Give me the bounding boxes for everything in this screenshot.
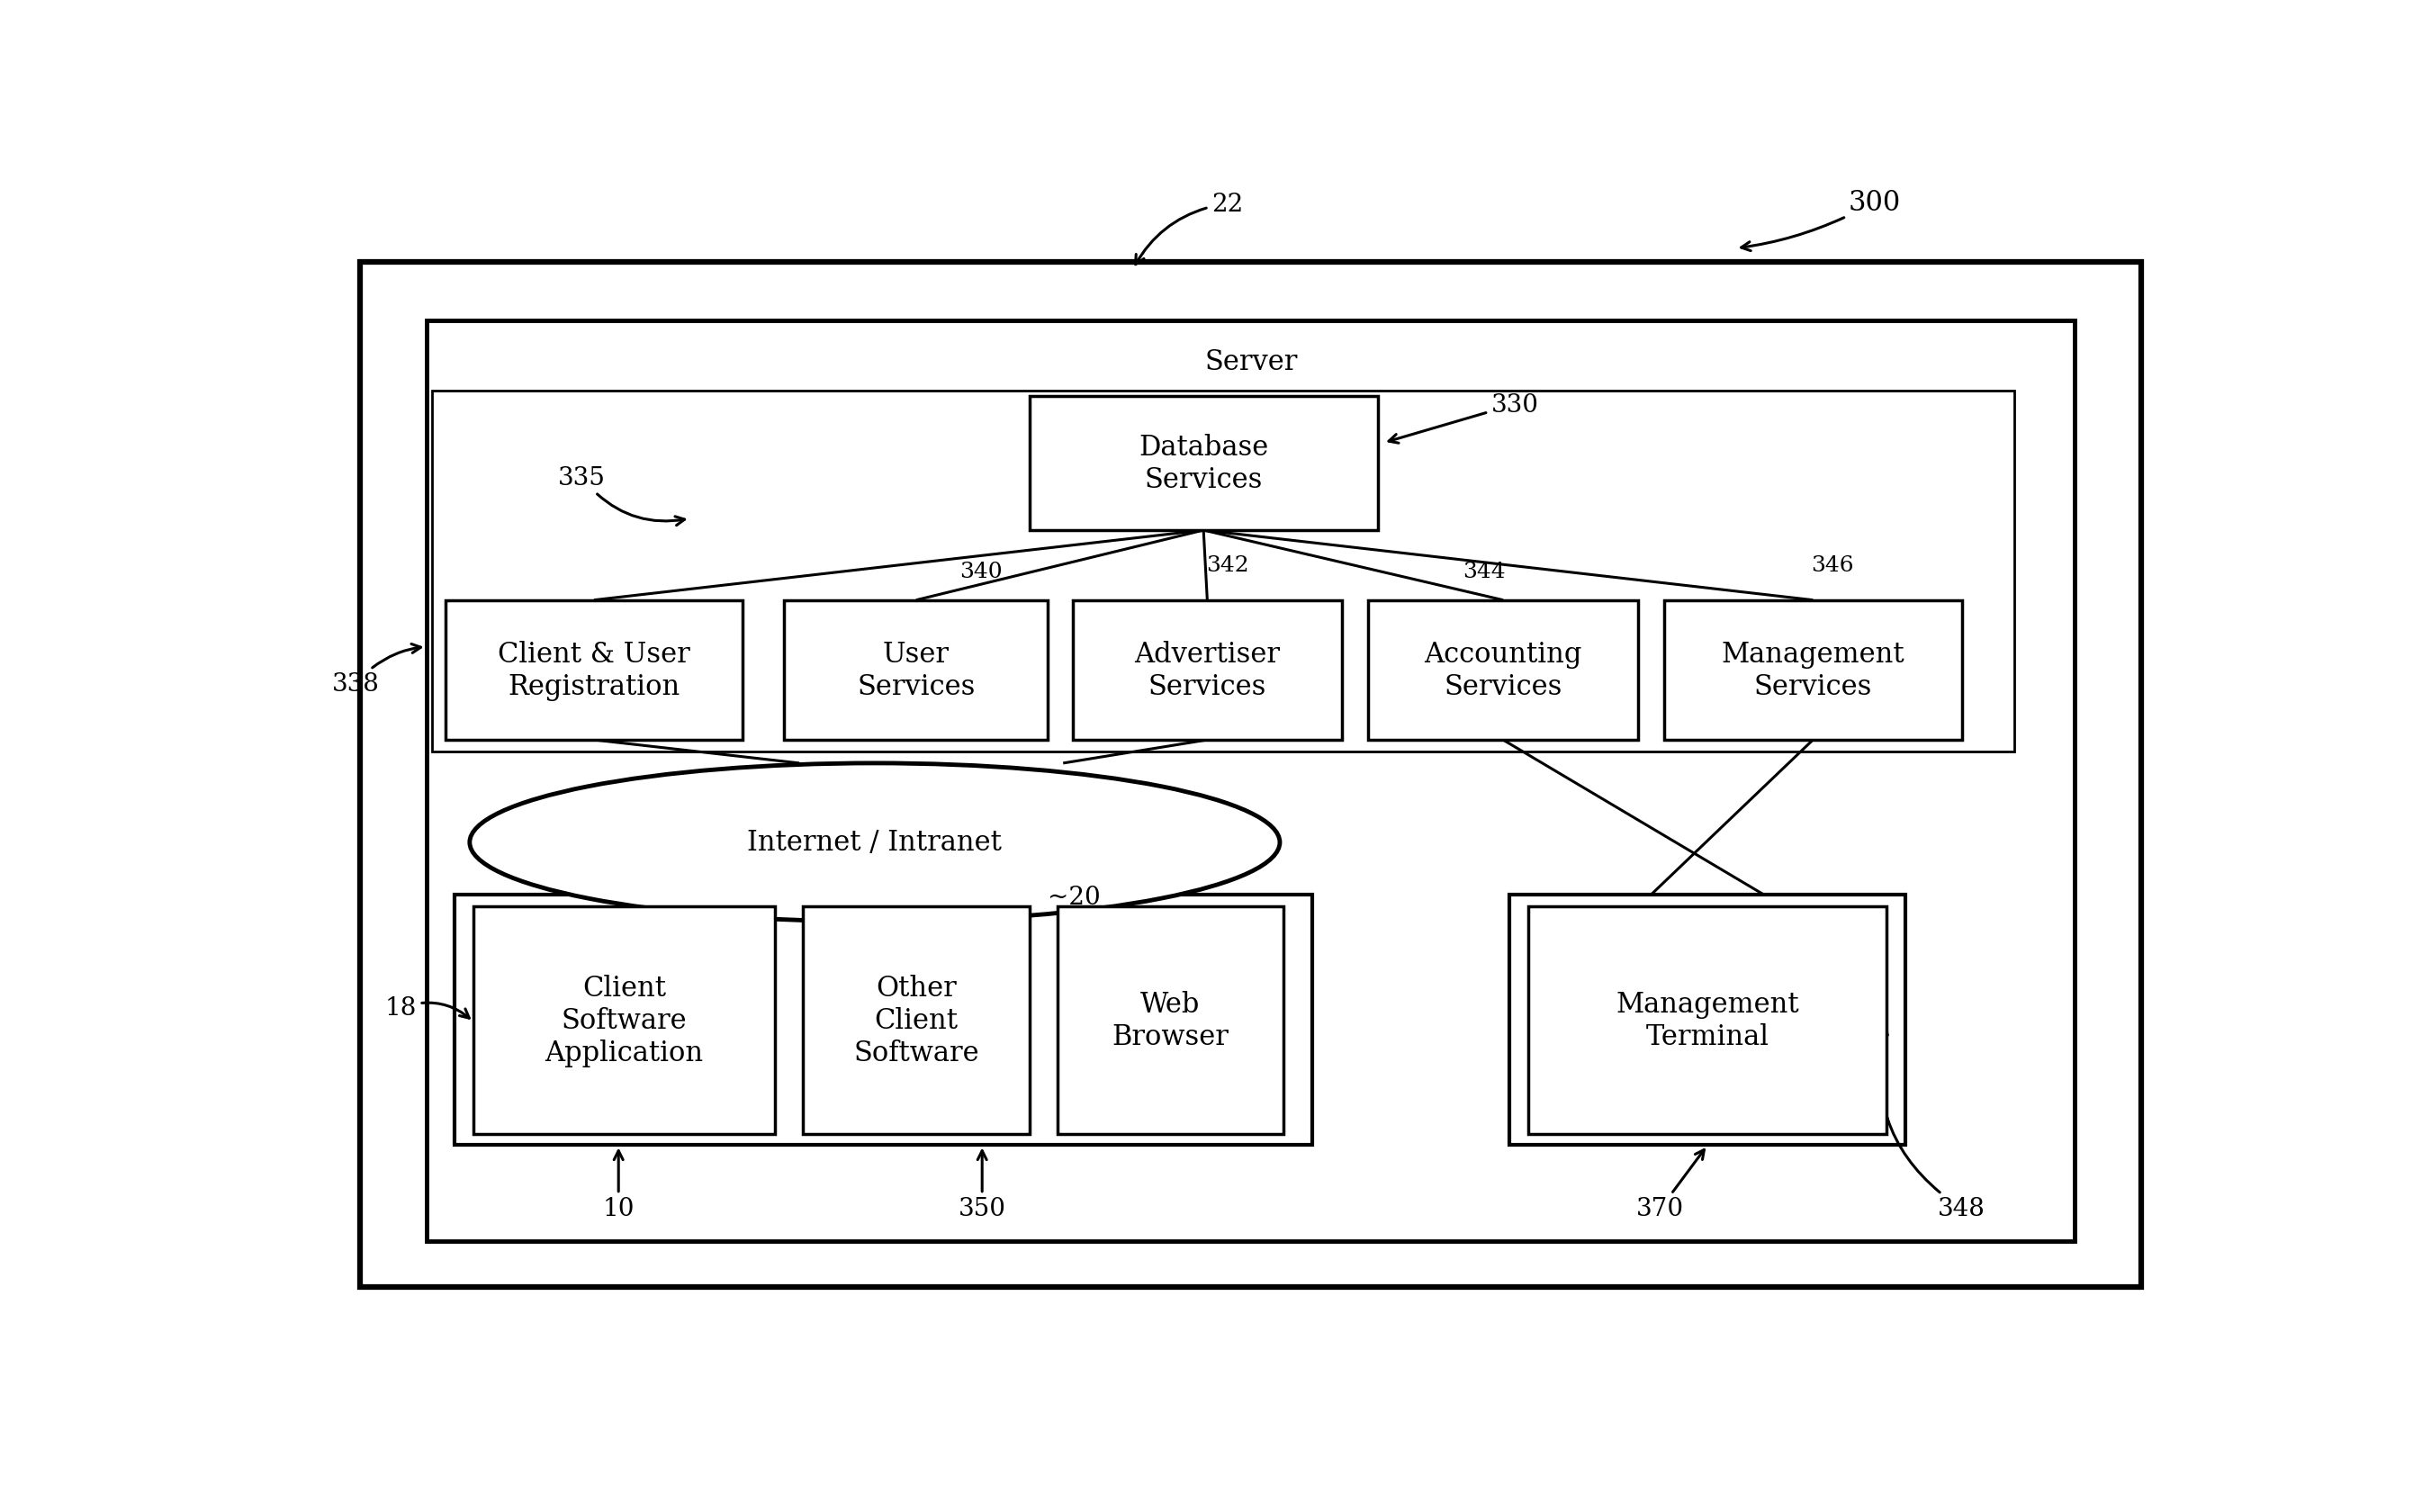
Text: Accounting
Services: Accounting Services — [1425, 641, 1583, 700]
FancyBboxPatch shape — [1369, 600, 1638, 741]
Text: 340: 340 — [960, 561, 1002, 582]
Text: Database
Services: Database Services — [1138, 434, 1269, 494]
Text: Web
Browser: Web Browser — [1111, 990, 1230, 1051]
Text: Server: Server — [1206, 348, 1298, 376]
FancyBboxPatch shape — [433, 392, 2015, 751]
Text: Other
Client
Software: Other Client Software — [853, 974, 980, 1066]
FancyBboxPatch shape — [1510, 895, 1906, 1146]
Text: Client
Software
Application: Client Software Application — [545, 974, 703, 1066]
Text: User
Services: User Services — [858, 641, 975, 700]
Ellipse shape — [469, 764, 1279, 922]
FancyBboxPatch shape — [785, 600, 1048, 741]
Text: Advertiser
Services: Advertiser Services — [1135, 641, 1281, 700]
Text: Internet / Intranet: Internet / Intranet — [746, 829, 1002, 857]
FancyBboxPatch shape — [1072, 600, 1342, 741]
Text: 18: 18 — [384, 996, 469, 1021]
FancyBboxPatch shape — [445, 600, 744, 741]
Text: 350: 350 — [958, 1151, 1006, 1222]
FancyBboxPatch shape — [1665, 600, 1962, 741]
Text: 342: 342 — [1206, 555, 1250, 576]
Text: 346: 346 — [1811, 555, 1855, 576]
Text: ~20: ~20 — [1048, 886, 1101, 910]
Text: 338: 338 — [331, 644, 421, 697]
FancyBboxPatch shape — [474, 907, 775, 1134]
Text: Management
Terminal: Management Terminal — [1617, 990, 1799, 1051]
FancyBboxPatch shape — [1028, 396, 1378, 531]
Text: Client & User
Registration: Client & User Registration — [498, 641, 690, 700]
FancyBboxPatch shape — [802, 907, 1028, 1134]
Text: Management
Services: Management Services — [1721, 641, 1903, 700]
Text: 22: 22 — [1135, 192, 1242, 265]
FancyBboxPatch shape — [1057, 907, 1284, 1134]
Text: 330: 330 — [1388, 393, 1539, 443]
FancyBboxPatch shape — [425, 321, 2076, 1241]
Text: 348: 348 — [1879, 1025, 1986, 1222]
Text: 344: 344 — [1463, 561, 1505, 582]
Text: 10: 10 — [603, 1151, 634, 1222]
FancyBboxPatch shape — [360, 263, 2142, 1288]
FancyBboxPatch shape — [1529, 907, 1886, 1134]
Text: 370: 370 — [1636, 1151, 1704, 1222]
FancyBboxPatch shape — [455, 895, 1313, 1146]
Text: 300: 300 — [1741, 189, 1901, 251]
Text: 335: 335 — [559, 466, 686, 526]
